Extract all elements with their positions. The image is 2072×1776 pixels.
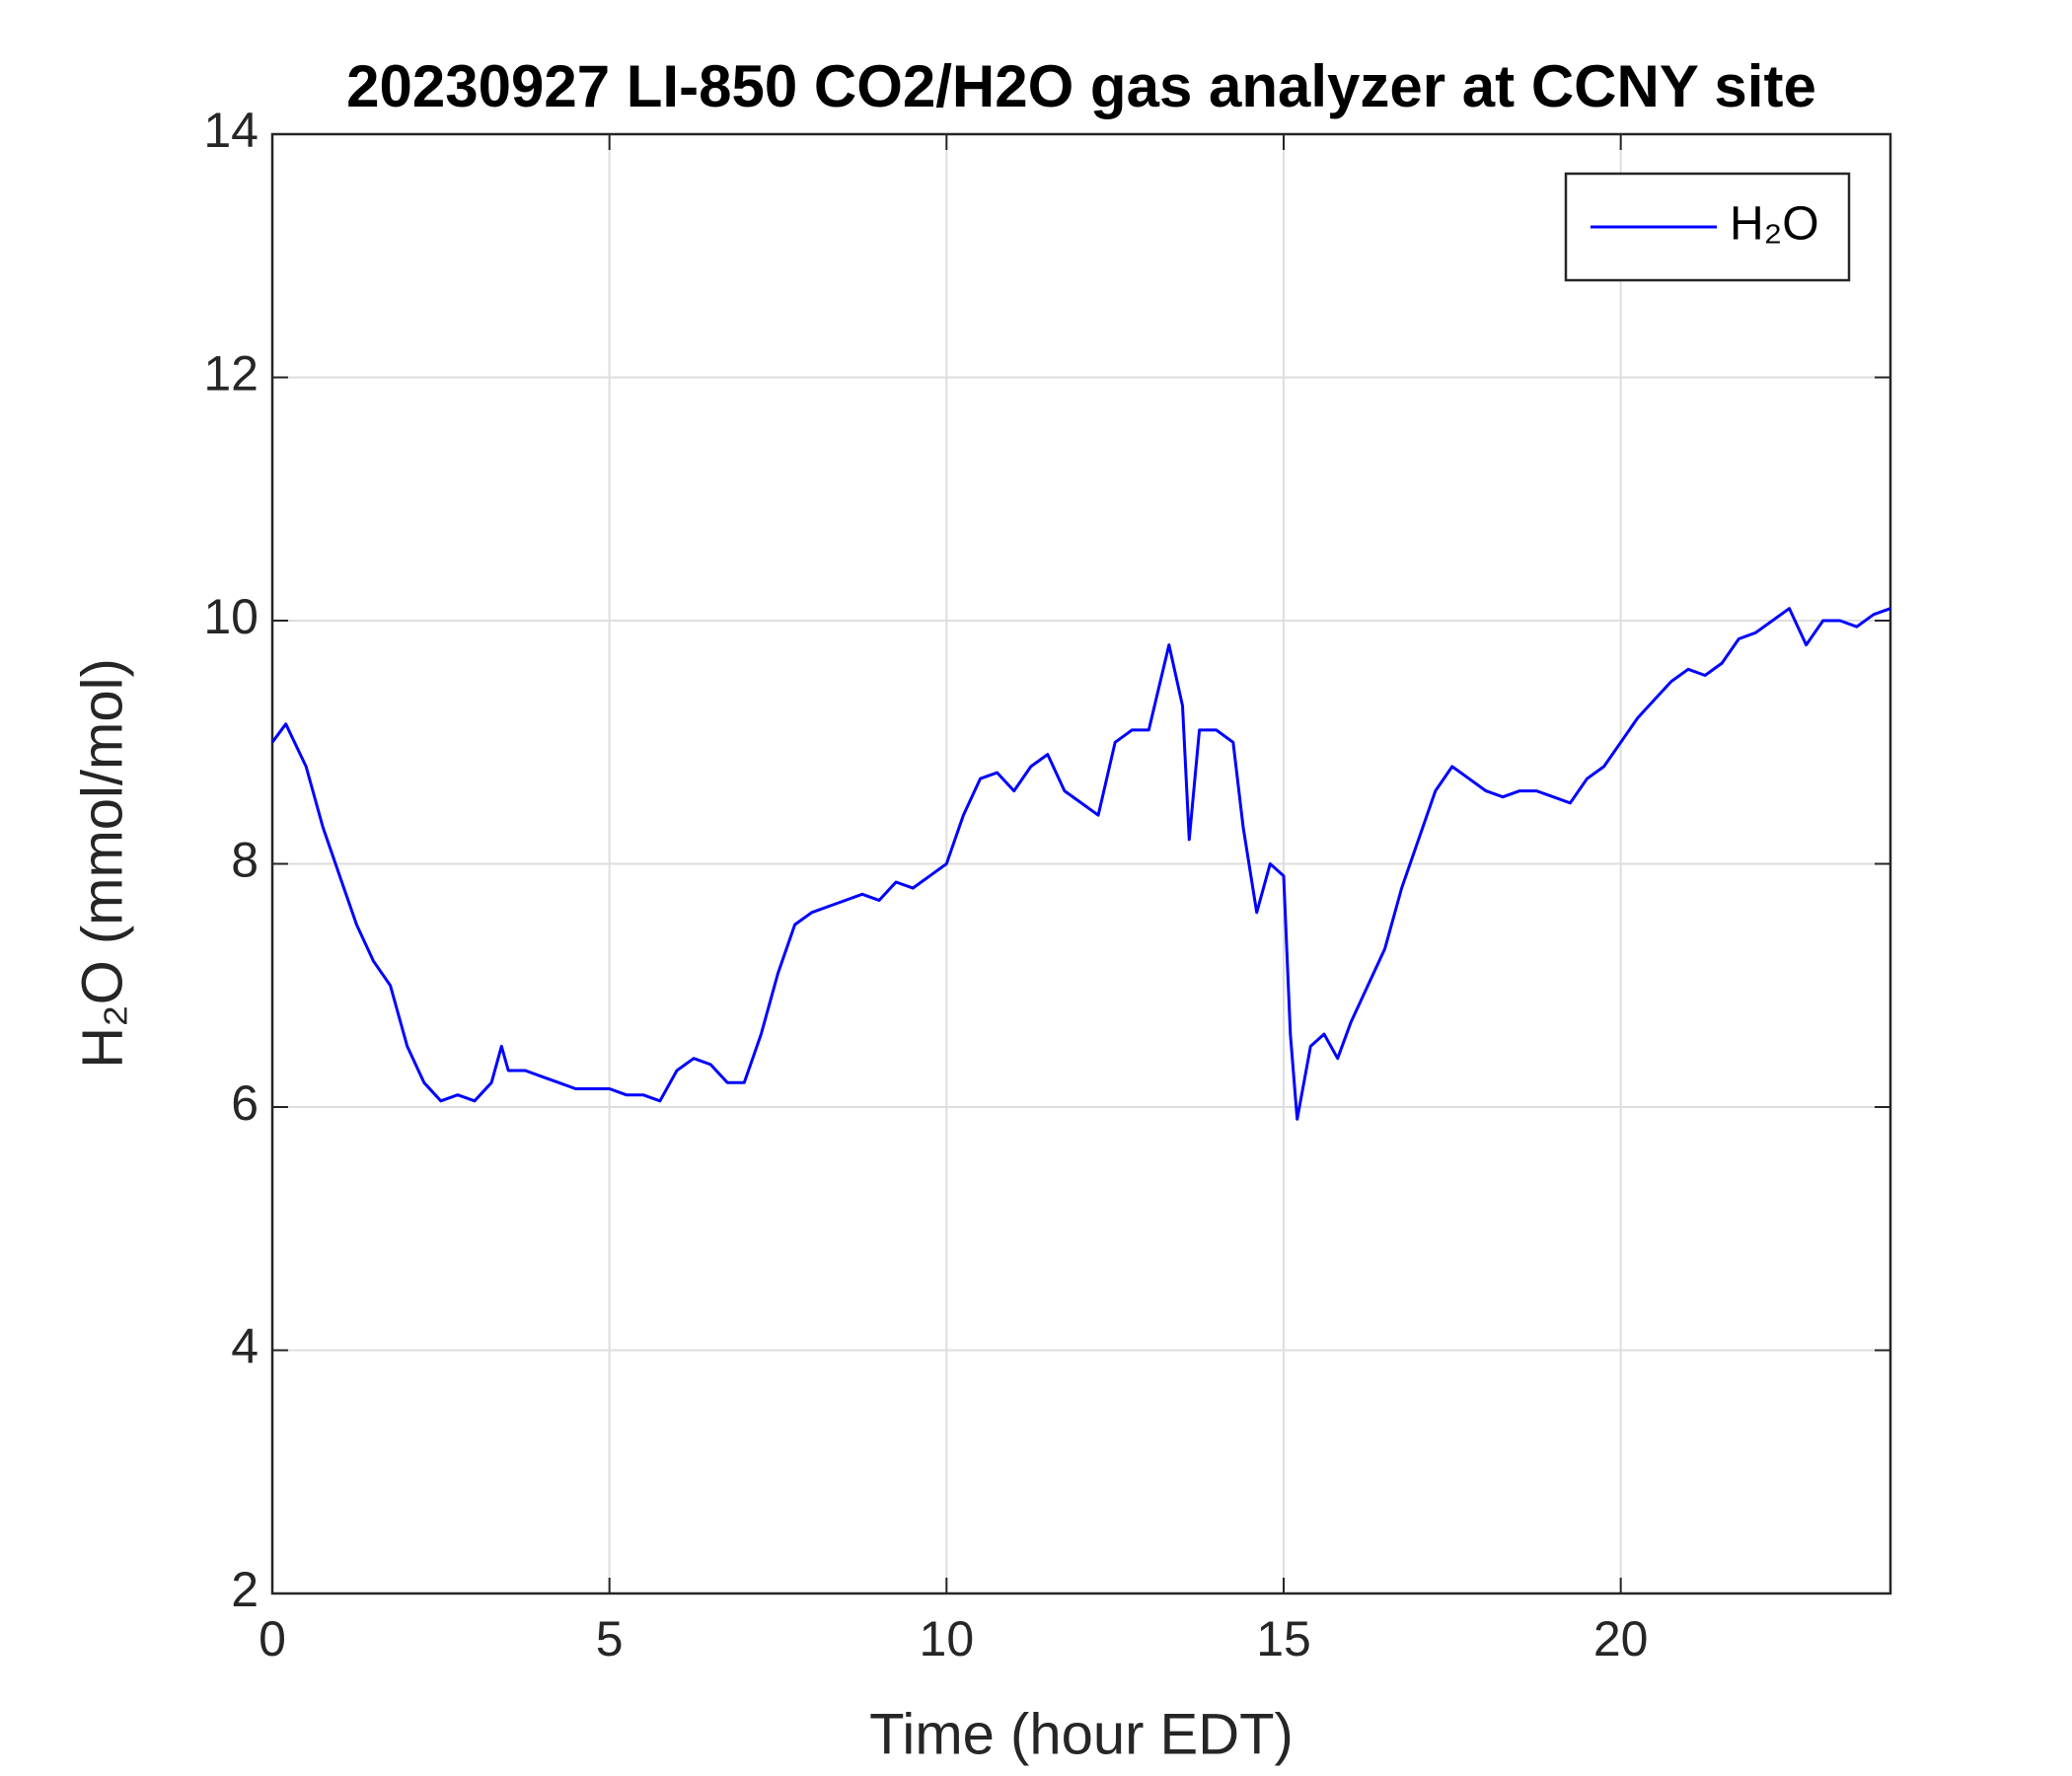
x-tick-label: 0 [259, 1611, 286, 1666]
y-tick-label: 2 [231, 1562, 259, 1617]
legend-label: H₂O [1730, 198, 1819, 251]
chart-title: 20230927 LI-850 CO2/H2O gas analyzer at … [346, 53, 1816, 119]
y-tick-label: 8 [231, 833, 259, 888]
x-tick-label: 20 [1593, 1611, 1649, 1666]
x-tick-label: 15 [1256, 1611, 1311, 1666]
data-line [270, 607, 1891, 1121]
x-axis-label: Time (hour EDT) [869, 1702, 1294, 1766]
y-tick-label: 4 [231, 1319, 259, 1374]
y-tick-label: 6 [231, 1075, 259, 1131]
y-tick-label: 14 [203, 103, 259, 158]
y-tick-label: 12 [203, 346, 259, 402]
x-tick-label: 5 [596, 1611, 624, 1666]
x-tick-label: 10 [920, 1611, 975, 1666]
plot-frame [270, 132, 1892, 1595]
y-tick-label: 10 [203, 589, 259, 644]
y-axis-label: H₂O (mmol/mol) [70, 658, 134, 1069]
